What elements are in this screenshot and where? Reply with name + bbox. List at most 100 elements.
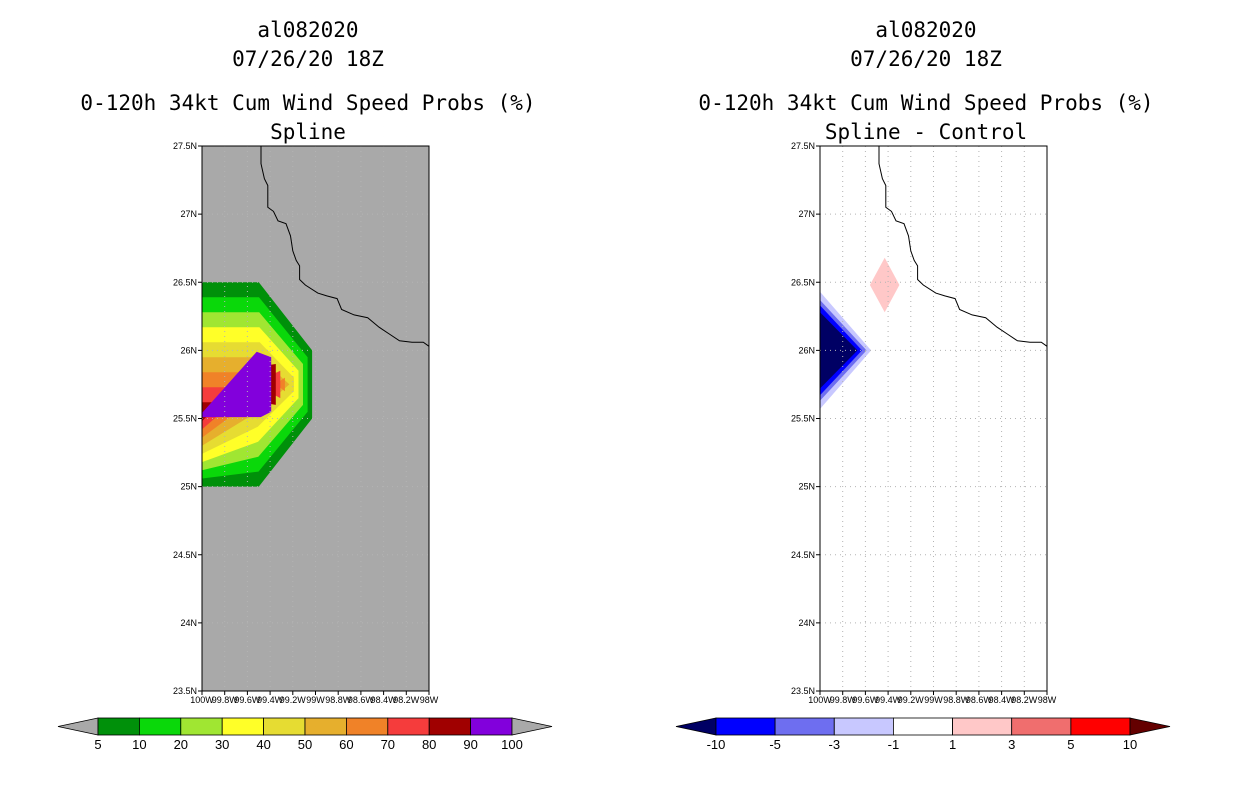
y-tick-label: 27.5N bbox=[791, 141, 815, 151]
colorbar-label: 30 bbox=[215, 737, 229, 752]
x-tick-label: 98.4W bbox=[371, 695, 398, 705]
y-tick-label: 26.5N bbox=[173, 277, 197, 287]
colorbar-segment bbox=[345, 717, 389, 736]
colorbar-label: -5 bbox=[769, 737, 781, 752]
coastline bbox=[878, 146, 1048, 347]
coastline bbox=[260, 146, 430, 347]
colorbar-label: 70 bbox=[381, 737, 395, 752]
colorbar-label: 60 bbox=[339, 737, 353, 752]
positive-anomaly bbox=[869, 257, 900, 313]
colorbar-segment bbox=[428, 717, 472, 736]
colorbar-label: -3 bbox=[829, 737, 841, 752]
x-tick-label: 99.2W bbox=[280, 695, 307, 705]
x-tick-label: 99.4W bbox=[257, 695, 284, 705]
colorbar-segment bbox=[1011, 717, 1072, 736]
y-tick-label: 27.5N bbox=[173, 141, 197, 151]
x-tick-label: 98.6W bbox=[348, 695, 375, 705]
colorbar-label: 50 bbox=[298, 737, 312, 752]
colorbar: -10 -5 -3 -1 1 3 5 10 bbox=[675, 717, 1171, 752]
x-tick-label: 99.6W bbox=[234, 695, 261, 705]
colorbar-label: 3 bbox=[1008, 737, 1015, 752]
colorbar-label: 5 bbox=[1067, 737, 1074, 752]
probability-contours bbox=[202, 282, 313, 487]
colorbar-segment bbox=[138, 717, 182, 736]
y-tick-labels: 23.5N 24N 24.5N 25N 25.5N 26N 26.5N 27N 27.5N bbox=[791, 141, 820, 696]
colorbar-label: 5 bbox=[94, 737, 101, 752]
colorbar-segment bbox=[304, 717, 347, 736]
colorbar-segment bbox=[833, 717, 894, 736]
x-tick-label: 100W bbox=[808, 695, 832, 705]
colorbar-segment bbox=[387, 717, 430, 736]
y-tick-label: 23.5N bbox=[791, 686, 815, 696]
colorbar-segment bbox=[221, 717, 264, 736]
y-tick-labels: 23.5N 24N 24.5N 25N 25.5N 26N 26.5N 27N 27.5N bbox=[173, 141, 202, 696]
y-tick-label: 24.5N bbox=[791, 550, 815, 560]
plot-area-background bbox=[820, 146, 1047, 691]
colorbar-segment bbox=[97, 717, 140, 736]
y-tick-label: 26N bbox=[798, 345, 815, 355]
x-tick-label: 98.8W bbox=[325, 695, 352, 705]
x-tick-label: 98.4W bbox=[989, 695, 1016, 705]
y-tick-label: 27N bbox=[798, 209, 815, 219]
negative-band-4 bbox=[820, 312, 858, 389]
x-tick-label: 99W bbox=[306, 695, 325, 705]
y-tick-label: 25N bbox=[180, 482, 197, 492]
product-title: 0-120h 34kt Cum Wind Speed Probs (%) bbox=[698, 91, 1153, 115]
colorbar-label: 100 bbox=[501, 737, 523, 752]
method-title: Spline - Control bbox=[825, 120, 1027, 144]
x-tick-label: 99.8W bbox=[212, 695, 239, 705]
colorbar-label: -10 bbox=[707, 737, 726, 752]
y-tick-label: 23.5N bbox=[173, 686, 197, 696]
x-tick-label: 99W bbox=[924, 695, 943, 705]
colorbar-label: 90 bbox=[463, 737, 477, 752]
y-tick-label: 24N bbox=[798, 618, 815, 628]
x-tick-label: 98W bbox=[420, 695, 439, 705]
date-title: 07/26/20 18Z bbox=[232, 47, 384, 71]
colorbar-low-cap bbox=[675, 717, 717, 736]
colorbar: 5 10 20 30 40 50 60 70 80 90 100 bbox=[57, 717, 553, 752]
colorbar-label: 1 bbox=[949, 737, 956, 752]
colorbar-label: 10 bbox=[132, 737, 146, 752]
chart-panel-spline-minus-control: al082020 07/26/20 18Z 0-120h 34kt Cum Wi… bbox=[675, 18, 1171, 752]
x-tick-label: 98.6W bbox=[966, 695, 993, 705]
method-title: Spline bbox=[270, 120, 346, 144]
colorbar-segment bbox=[470, 717, 513, 736]
x-tick-label: 99.4W bbox=[875, 695, 902, 705]
y-tick-label: 25N bbox=[798, 482, 815, 492]
x-tick-label: 98.8W bbox=[943, 695, 970, 705]
y-tick-label: 26.5N bbox=[791, 277, 815, 287]
chart-panel-spline: al082020 07/26/20 18Z 0-120h 34kt Cum Wi… bbox=[57, 18, 553, 752]
colorbar-segment bbox=[952, 717, 1013, 736]
x-tick-label: 98.2W bbox=[1011, 695, 1038, 705]
grid-lines bbox=[202, 146, 429, 691]
x-tick-label: 98W bbox=[1038, 695, 1057, 705]
colorbar-label: 10 bbox=[1123, 737, 1137, 752]
y-tick-label: 24N bbox=[180, 618, 197, 628]
colorbar-segment bbox=[715, 717, 776, 736]
x-tick-label: 99.8W bbox=[830, 695, 857, 705]
colorbar-label: -1 bbox=[888, 737, 900, 752]
y-tick-label: 25.5N bbox=[791, 414, 815, 424]
x-tick-label: 100W bbox=[190, 695, 214, 705]
x-tick-label: 99.6W bbox=[852, 695, 879, 705]
colorbar-label: 20 bbox=[174, 737, 188, 752]
colorbar-segment bbox=[774, 717, 835, 736]
storm-id-title: al082020 bbox=[875, 18, 976, 42]
colorbar-label: 80 bbox=[422, 737, 436, 752]
date-title: 07/26/20 18Z bbox=[850, 47, 1002, 71]
colorbar-segment bbox=[893, 717, 953, 736]
y-tick-label: 26N bbox=[180, 345, 197, 355]
y-tick-label: 25.5N bbox=[173, 414, 197, 424]
coastline-path bbox=[260, 146, 430, 347]
x-tick-label: 98.2W bbox=[393, 695, 420, 705]
y-tick-label: 27N bbox=[180, 209, 197, 219]
y-tick-label: 24.5N bbox=[173, 550, 197, 560]
colorbar-label: 40 bbox=[256, 737, 270, 752]
colorbar-segment bbox=[263, 717, 306, 736]
grid-lines bbox=[820, 146, 1047, 691]
product-title: 0-120h 34kt Cum Wind Speed Probs (%) bbox=[80, 91, 535, 115]
contour-band-100 bbox=[202, 351, 272, 418]
